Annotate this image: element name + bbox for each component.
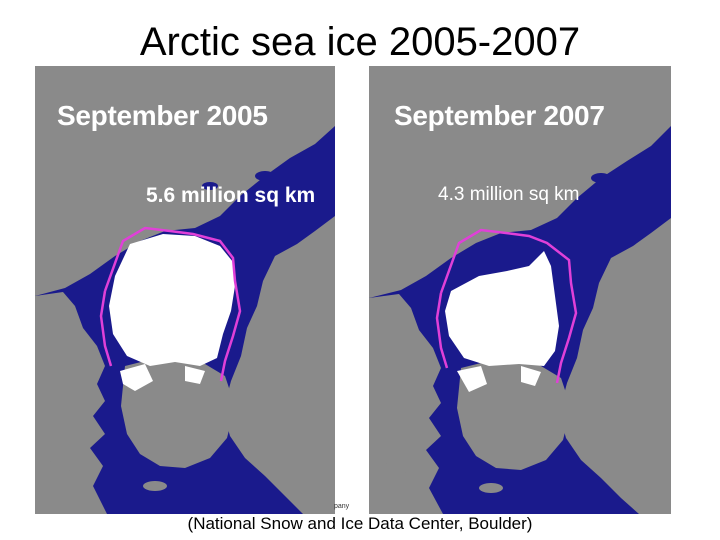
source-text: National Snow and Ice Data Center, Bould… [193,514,527,533]
land-east [559,218,671,514]
ice-fragment [185,366,205,384]
island [382,462,410,474]
extent-label-2007: 4.3 million sq km [438,184,580,205]
land-west [35,292,107,514]
ice-fragment [521,366,541,386]
sea-ice-2005 [109,234,235,366]
median-ice-edge-west [99,290,113,367]
island [46,460,74,472]
island [60,486,80,496]
ice-fragment [120,364,153,391]
lake [591,173,611,183]
map-heading-2007: September 2007 [394,100,605,131]
lake [255,171,275,181]
land-east [223,216,335,514]
map-graphic-2007 [369,66,671,514]
median-ice-edge-west [435,292,449,369]
sea-ice-map-2005: September 2005 5.6 million sq km [35,66,335,514]
sea-ice-2007 [445,251,559,366]
island [143,481,167,491]
credit-fragment: pany [334,503,350,510]
source-close-paren: ) [526,514,533,533]
median-ice-edge [439,228,578,384]
land-greenland [121,356,235,468]
extent-label-2005: 5.6 million sq km [146,184,316,207]
land-greenland [457,358,571,470]
map-graphic-2005 [35,66,335,514]
map-heading-2005: September 2005 [57,100,268,131]
slide-title: Arctic sea ice 2005-2007 [139,20,581,64]
island [396,488,416,498]
ice-fragment [457,366,487,392]
land-siberia [35,66,335,296]
source-caption: (National Snow and Ice Data Center, Boul… [0,514,720,534]
island [479,483,503,493]
land-siberia [369,66,671,298]
land-west [369,294,443,514]
sea-ice-map-2007: September 2007 [369,66,671,514]
median-ice-edge [103,226,242,382]
lake [202,182,218,190]
source-open-paren: ( [187,514,194,533]
